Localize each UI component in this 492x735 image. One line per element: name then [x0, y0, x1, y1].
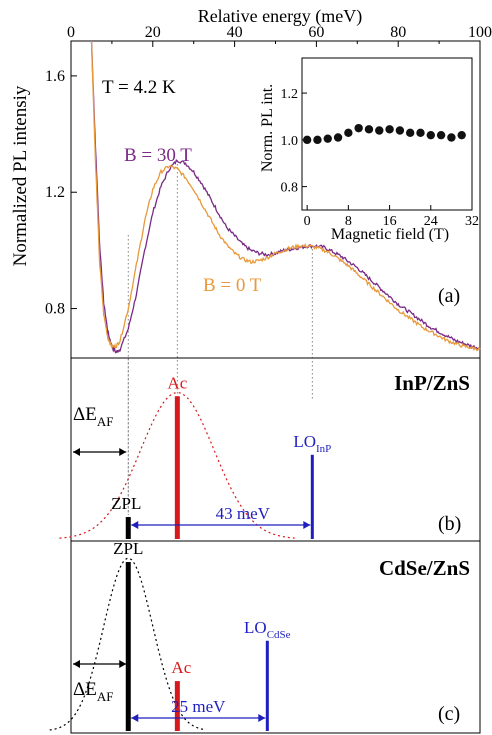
inset-point	[385, 125, 394, 134]
inset-x-tick-label: 16	[383, 214, 397, 229]
panel-c-frame	[70, 540, 481, 734]
lo-subscript: CdSe	[267, 629, 291, 641]
line-zpl	[125, 517, 131, 539]
inset-x-label: Magnetic field (T)	[331, 226, 449, 243]
inset-plot: Norm. PL int. Magnetic field (T) 0 8 16 24 3…	[259, 57, 480, 243]
line-label-lo: LOInP	[293, 432, 331, 455]
inset-y-label: Norm. PL int.	[259, 84, 276, 172]
panel-label-c: (c)	[438, 703, 460, 725]
line-zpl	[125, 562, 131, 731]
top-tick-label: 20	[145, 24, 161, 41]
line-label-zpl: ZPL	[113, 539, 143, 558]
inset-x-tick-label: 0	[304, 214, 311, 229]
inset-x-tick-label: 24	[424, 214, 438, 229]
series-label-b0: B = 0 T	[203, 275, 262, 296]
lo-subscript: InP	[316, 443, 331, 455]
inset-points	[302, 123, 466, 145]
spacing-arrowhead-left	[131, 521, 139, 529]
spacing-arrowhead-right	[258, 714, 266, 722]
delta-label: ΔEAF	[73, 679, 113, 704]
guide-lines	[127, 160, 313, 515]
top-tick-label: 60	[308, 24, 324, 41]
temperature-label: T = 4.2 K	[102, 77, 176, 98]
panel-a-y-ticks: 0.8 1.2 1.6	[45, 68, 77, 318]
panel-a-y-label: Normalized PL intensiy	[10, 85, 31, 266]
top-tick-label: 0	[67, 24, 75, 41]
y-tick-label: 1.2	[45, 184, 65, 201]
line-lo	[310, 454, 314, 539]
line-label-ac: Ac	[167, 373, 187, 392]
inset-x-tick-label: 8	[345, 214, 352, 229]
panel-b-title: InP/ZnS	[394, 371, 470, 395]
inset-y-tick-label: 1.0	[281, 134, 299, 149]
panel-c-content: ZPL Ac LOCdSe ΔEAF 25 meV	[49, 539, 291, 731]
spacing-arrowhead-left	[131, 714, 139, 722]
y-tick-label: 0.8	[45, 301, 65, 318]
inset-point	[323, 134, 332, 143]
line-label-zpl: ZPL	[111, 494, 141, 513]
line-label-ac: Ac	[171, 658, 191, 677]
inset-point	[395, 126, 405, 135]
delta-subscript: AF	[97, 689, 114, 704]
inset-point	[426, 130, 435, 140]
inset-point	[405, 128, 415, 138]
spacing-arrowhead-right	[303, 521, 311, 529]
top-tick-label: 40	[227, 24, 243, 41]
top-tick-label: 80	[390, 24, 406, 41]
delta-arrowhead-left	[73, 660, 80, 668]
inset-y-tick-label: 0.8	[281, 181, 299, 196]
inset-point	[375, 126, 384, 135]
top-axis-title: Relative energy (meV)	[198, 6, 363, 27]
spacing-label: 25 meV	[171, 697, 226, 716]
spectra	[90, 40, 481, 354]
inset-x-tick-label: 32	[465, 214, 479, 229]
inset-point	[447, 133, 456, 142]
inset-y-tick-label: 1.2	[281, 87, 299, 102]
delta-subscript: AF	[97, 414, 114, 429]
inset-point	[436, 130, 446, 140]
delta-arrowhead-left	[73, 448, 80, 456]
inset-point	[333, 133, 343, 142]
delta-arrowhead-right	[119, 660, 127, 668]
inset-frame	[301, 57, 473, 211]
panel-label-b: (b)	[438, 513, 461, 535]
inset-point	[302, 135, 312, 145]
inset-point	[344, 128, 353, 138]
line-label-lo: LOCdSe	[244, 618, 291, 641]
inset-point	[354, 123, 363, 133]
panel-c-title: CdSe/ZnS	[379, 556, 470, 580]
top-tick-label: 100	[468, 24, 492, 41]
delta-label: ΔEAF	[73, 404, 113, 429]
panel-b-content: ZPL Ac LOInP ΔEAF 43 meV	[59, 373, 331, 539]
inset-ticks: 0 8 16 24 32 0.8 1.0 1.2	[281, 87, 480, 229]
top-axis-ticks: 0 20 40 60 80 100	[67, 24, 492, 47]
inset-point	[457, 130, 466, 140]
line-ac	[174, 681, 180, 731]
line-ac	[174, 396, 180, 539]
inset-point	[416, 128, 425, 138]
series-line-b0	[90, 40, 481, 352]
series-label-b30: B = 30 T	[124, 145, 192, 166]
inset-point	[313, 135, 322, 145]
inset-point	[364, 125, 374, 134]
line-lo	[265, 640, 269, 731]
panel-label-a: (a)	[438, 285, 460, 307]
spacing-label: 43 meV	[216, 504, 271, 523]
series-line-b30	[90, 40, 480, 354]
delta-arrowhead-right	[119, 448, 127, 456]
y-tick-label: 1.6	[45, 68, 65, 85]
